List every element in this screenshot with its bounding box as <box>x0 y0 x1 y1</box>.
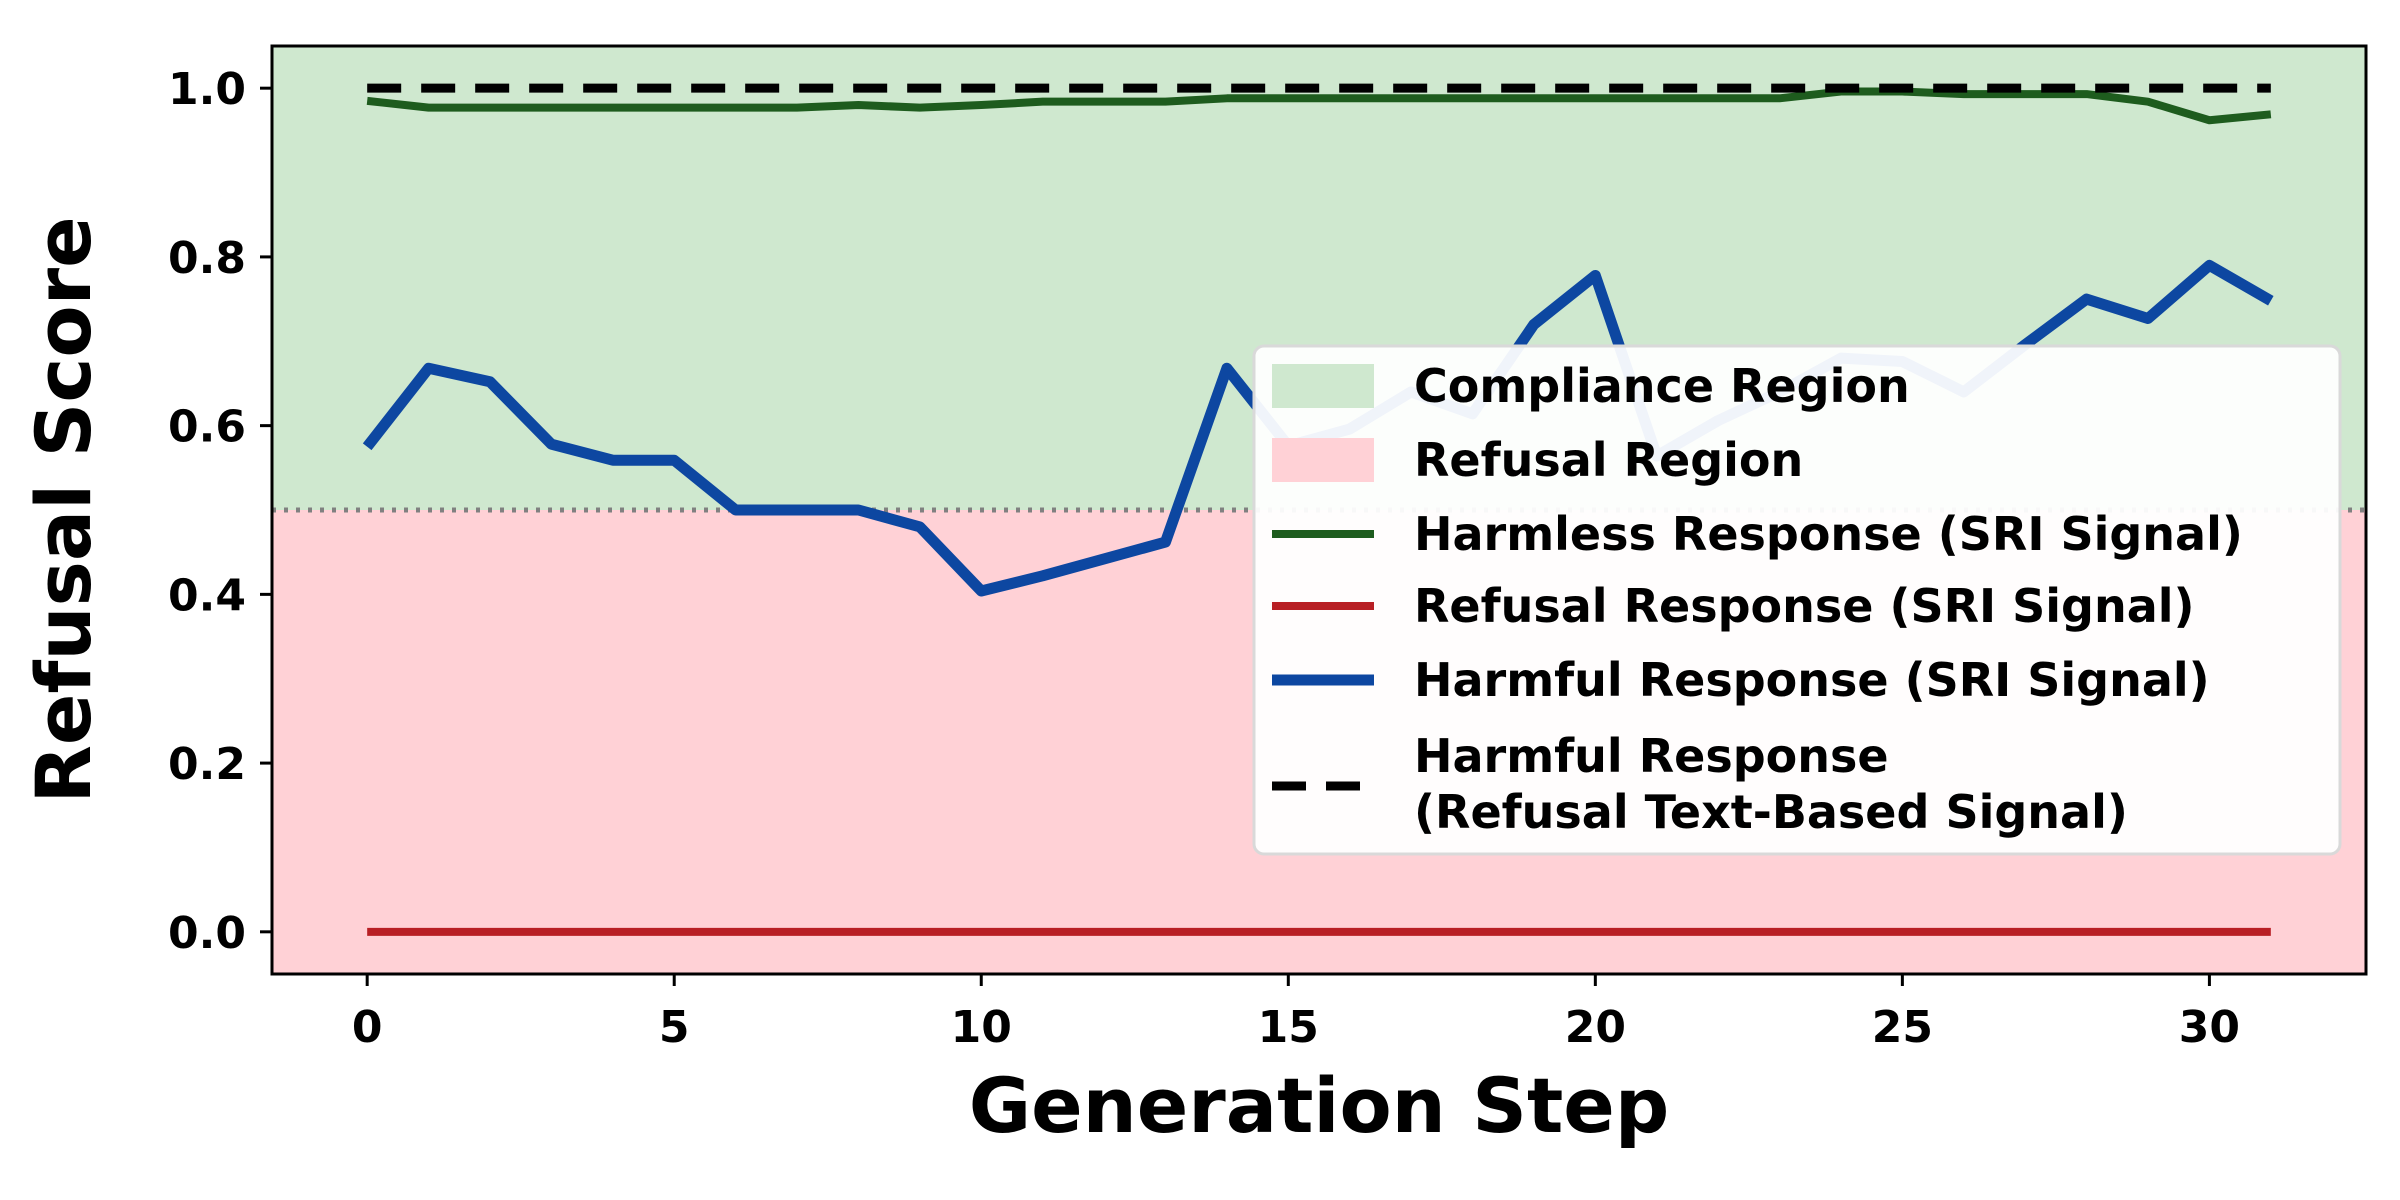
x-tick-label: 5 <box>659 1002 690 1053</box>
legend-box <box>1252 344 2342 856</box>
plot-frame <box>270 44 2368 976</box>
legend-patch-refusal-region <box>1272 438 1374 482</box>
x-tick-label: 15 <box>1258 1002 1319 1053</box>
x-axis-title: Generation Step <box>969 1061 1670 1150</box>
y-tick-label: 1.0 <box>168 64 246 115</box>
x-tick-label: 0 <box>352 1002 383 1053</box>
x-tick-label: 20 <box>1565 1002 1626 1053</box>
series-line-0 <box>366 87 2272 125</box>
legend-label-line: Harmful Response <box>1414 729 1889 783</box>
legend-label-line: (Refusal Text-Based Signal) <box>1414 785 2128 839</box>
legend-label: Compliance Region <box>1414 359 1910 413</box>
legend-label: Harmful Response (SRI Signal) <box>1414 653 2210 707</box>
x-tick-label: 10 <box>951 1002 1012 1053</box>
frame-layer <box>270 44 2368 976</box>
y-tick-label: 0.8 <box>168 233 246 284</box>
x-tick-label: 30 <box>2179 1002 2240 1053</box>
legend-label: Refusal Region <box>1414 433 1803 487</box>
legend-label: Refusal Response (SRI Signal) <box>1414 579 2195 633</box>
y-tick-label: 0.2 <box>168 739 246 790</box>
legend: Compliance Region Refusal Region Harmless … <box>1252 344 2342 856</box>
legend-label: Harmful Response (Refusal Text-Based Sign… <box>1414 729 2128 839</box>
legend-patch-compliance-region <box>1272 364 1374 408</box>
y-tick-label: 0.0 <box>168 908 246 959</box>
y-tick-label: 0.6 <box>168 402 246 453</box>
y-tick-label: 0.4 <box>168 570 246 621</box>
x-tick-label: 25 <box>1872 1002 1933 1053</box>
y-axis-title: Refusal Score <box>19 216 108 803</box>
legend-label: Harmless Response (SRI Signal) <box>1414 507 2243 561</box>
ticks-layer: 0 5 10 15 20 25 30 0.0 0.2 0.4 0.6 0.8 1.0 <box>168 64 2240 1053</box>
